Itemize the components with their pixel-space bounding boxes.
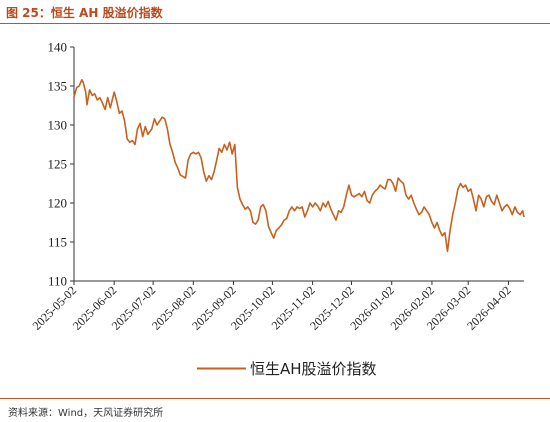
y-axis-ticks: 110 115 120 125 130 135 140 [48,40,74,289]
y-tick-label: 115 [48,235,67,250]
series-group [73,79,525,253]
y-tick-label: 135 [48,79,68,94]
legend-label: 恒生AH股溢价指数 [250,360,377,378]
title-divider [0,23,550,24]
source-note: 资料来源：Wind，天风证券研究所 [8,408,164,419]
y-tick-label: 140 [48,40,68,55]
y-tick-label: 130 [48,118,68,133]
y-tick-label: 110 [48,274,67,289]
y-tick-label: 125 [48,157,68,172]
source-divider [0,398,550,399]
series-line [73,79,525,253]
x-tick-label: 2026-04-02 [464,283,513,332]
x-axis-ticks: 2025-05-022025-06-022025-07-022025-08-02… [30,281,514,333]
y-tick-label: 120 [48,196,68,211]
chart-axes [73,47,524,282]
legend: 恒生AH股溢价指数 [197,360,377,378]
figure-title: 图 25：恒生 AH 股溢价指数 [6,6,163,20]
line-chart: 110 115 120 125 130 135 140 2025-05-022025-06-… [30,40,525,378]
